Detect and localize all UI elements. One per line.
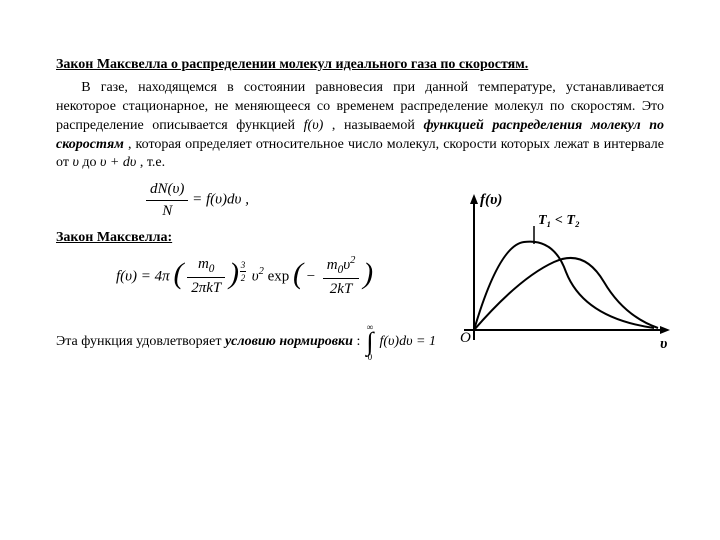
eq2-f2-num: m0υ2 [323,254,360,279]
intro-paragraph: В газе, находящемся в состоянии равновес… [56,79,664,173]
norm-text: Эта функция удовлетворяет [56,334,225,349]
intro-mid1: , называемой [332,118,424,133]
x-axis-arrow [660,326,670,334]
norm-condition: условию нормировки [225,334,353,349]
section-title: Закон Максвелла о распределении молекул … [56,56,664,75]
eq2-minus: − [307,268,319,284]
y-axis-label: f(υ) [480,192,502,208]
eq2-f1-den: 2πkT [187,278,225,298]
curve-t2 [474,258,658,330]
curve-t1 [474,242,654,330]
eq1-numerator: dN(υ) [146,179,188,200]
fn-symbol: f(υ) [304,118,324,133]
integral-symbol: ∞ ∫ 0 [366,323,373,362]
eq2-v: υ [252,268,259,284]
eq2-f1-num: m0 [187,254,225,278]
eq1-denominator: N [146,201,188,221]
interval-from: υ [72,155,78,170]
intro-to: до [82,155,100,170]
x-axis-label: υ [660,336,667,352]
eq2-v-exp: 2 [259,266,264,277]
eq1-rhs: = f(υ)dυ , [192,192,249,208]
temperature-label: T₁ < T₂ [538,213,580,228]
eq2-exp-word: exp [268,268,290,284]
intro-ie: , т.е. [140,155,165,170]
maxwell-distribution-chart: f(υ) υ O T₁ < T₂ [444,190,674,360]
interval-to: υ + dυ [100,155,136,170]
eq2-f2-den: 2kT [323,279,360,299]
origin-label: O [460,330,471,346]
norm-colon: : [356,334,360,349]
eq2-lhs: f(υ) = 4π [116,268,170,284]
y-axis-arrow [470,194,478,204]
integral-body: f(υ)dυ = 1 [379,333,436,352]
eq2-exp-3-2: 3 2 [240,266,249,277]
